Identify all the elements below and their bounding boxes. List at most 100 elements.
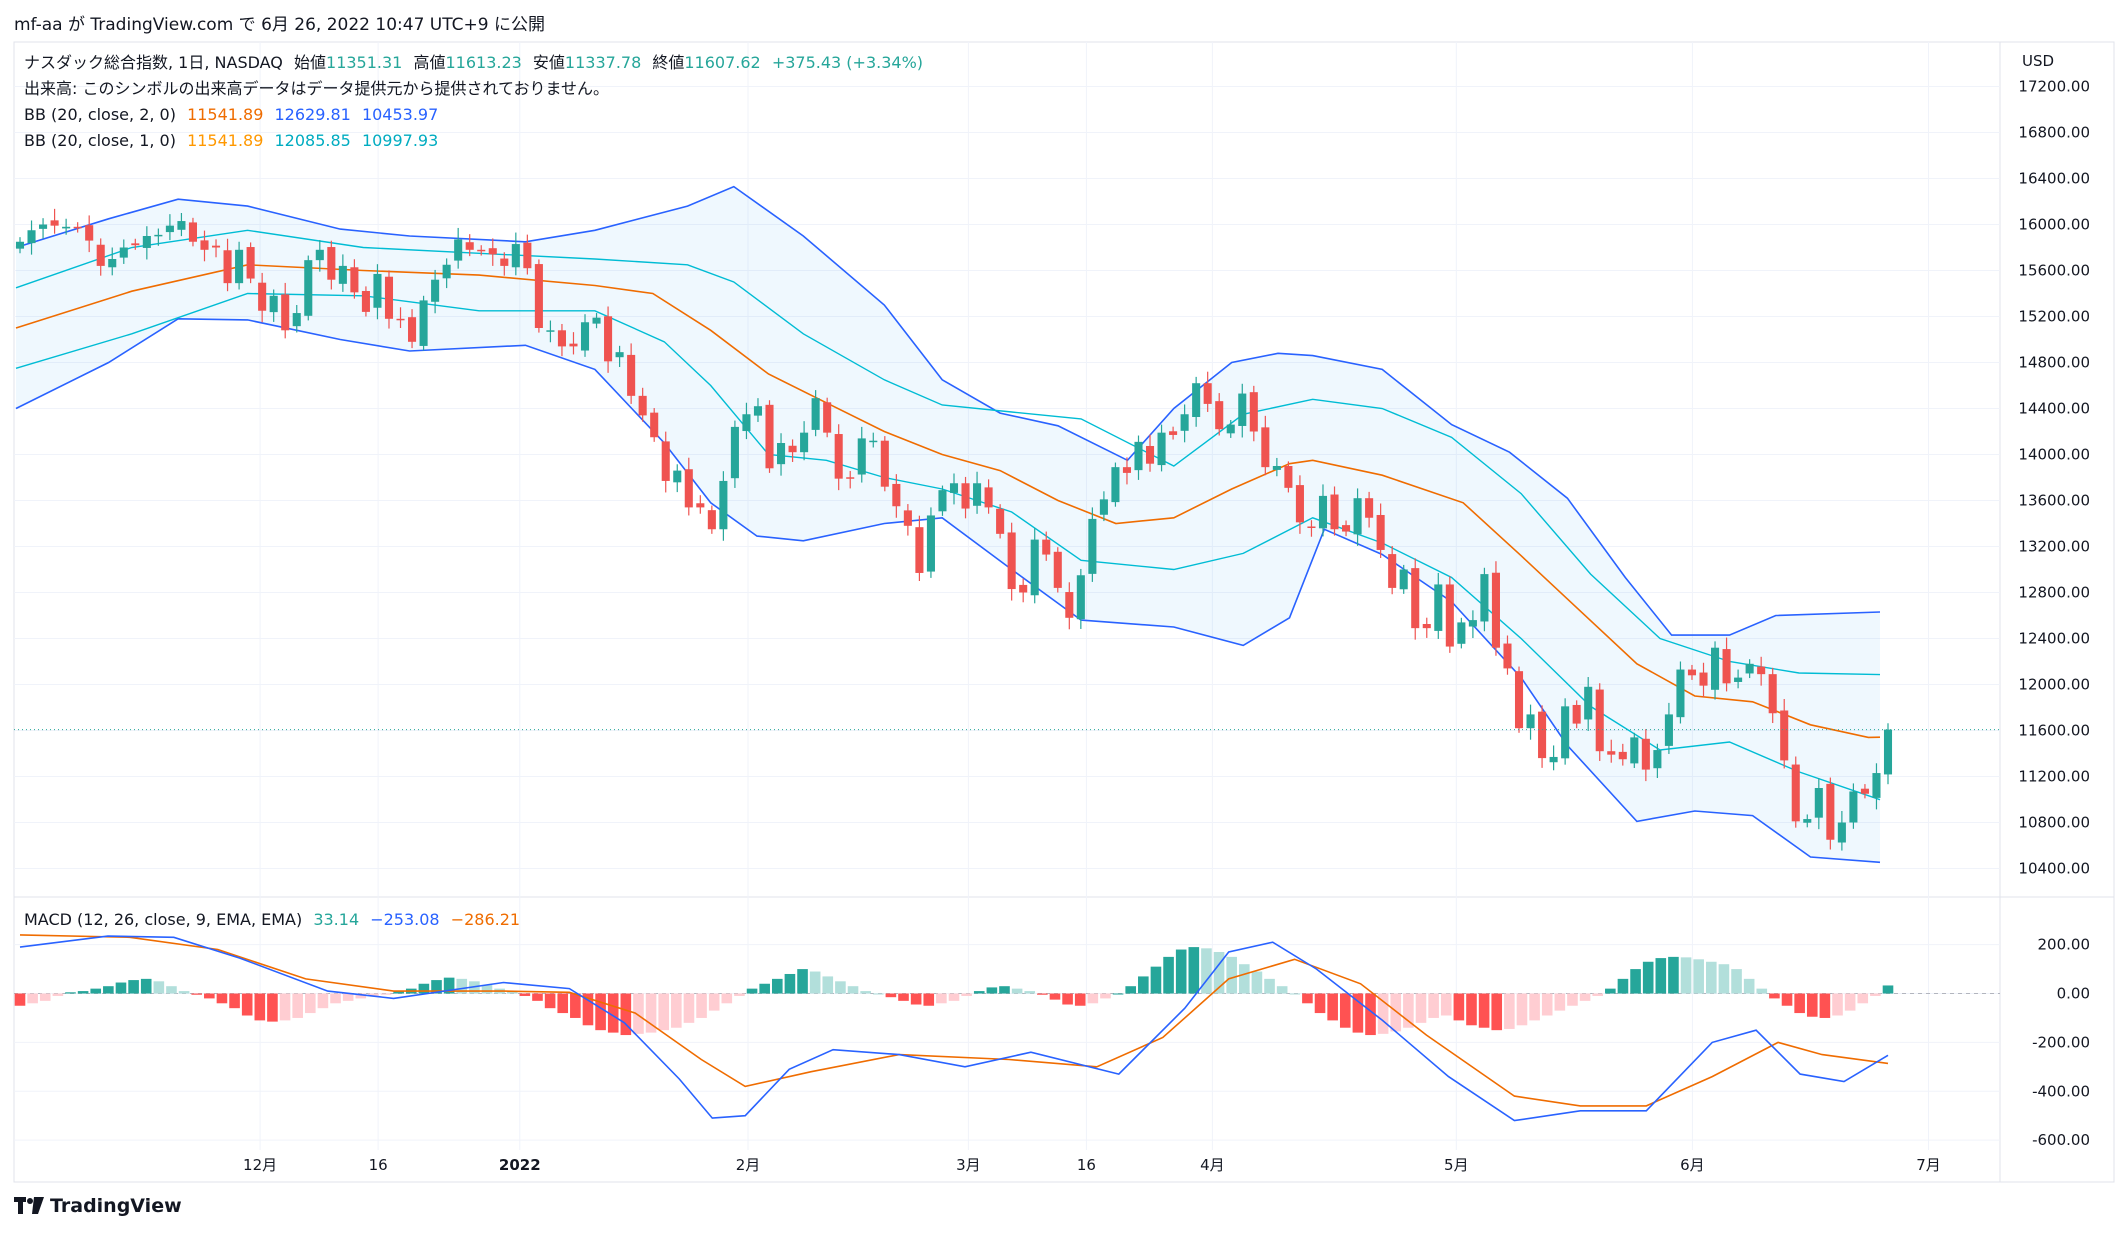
macd-histogram-bar: [1592, 993, 1604, 996]
macd-histogram-bar: [835, 981, 846, 994]
candle-body: [454, 239, 463, 261]
legend-bb2-row: BB (20, close, 1, 0) 11541.89 12085.85 1…: [24, 128, 929, 154]
candle-body: [742, 414, 751, 432]
macd-histogram-bar: [1440, 993, 1452, 1016]
macd-histogram-bar: [721, 993, 733, 1004]
macd-histogram-bar: [254, 993, 266, 1021]
candle-body: [1134, 441, 1143, 471]
macd-histogram-bar: [1276, 986, 1288, 994]
candle-body: [1687, 669, 1697, 676]
macd-signal-line: [19, 934, 1889, 1107]
candle-body: [1814, 788, 1823, 818]
candle-body: [615, 352, 624, 358]
candle-body: [1468, 620, 1477, 627]
macd-histogram-bar: [304, 993, 316, 1014]
candle-body: [281, 294, 290, 331]
candle-body: [1434, 584, 1443, 631]
macd-histogram-bar: [708, 993, 720, 1011]
candle-body: [1111, 467, 1120, 503]
candle-body: [638, 395, 647, 416]
candle-body: [1076, 575, 1085, 620]
macd-histogram-bar: [1251, 971, 1263, 994]
macd-histogram-bar: [1844, 993, 1856, 1011]
macd-legend-hist: 33.14: [313, 910, 360, 929]
macd-histogram-bar: [1415, 993, 1427, 1023]
macd-legend-label[interactable]: MACD (12, 26, close, 9, EMA, EMA): [24, 910, 303, 929]
candle-body: [1860, 788, 1869, 794]
candle-body: [1318, 495, 1328, 529]
macd-histogram-bar: [1693, 959, 1704, 994]
candle-body: [500, 258, 509, 266]
candle-body: [304, 260, 313, 316]
candle-body: [1514, 671, 1524, 729]
price-tick-label: 17200.00: [2018, 78, 2090, 96]
macd-histogram-bar: [342, 993, 354, 1001]
macd-tick-label: 200.00: [2038, 936, 2091, 954]
candle-body: [1226, 424, 1235, 434]
candle-body: [1561, 706, 1570, 759]
candle-body: [546, 330, 555, 332]
candle-body: [592, 317, 601, 324]
candle-body: [811, 398, 820, 430]
candle-body: [1653, 750, 1662, 769]
candle-body: [50, 220, 59, 226]
macd-histogram-bar: [532, 993, 543, 1001]
macd-histogram-bar: [1201, 948, 1212, 994]
macd-histogram-bar: [52, 993, 64, 996]
legend-symbol[interactable]: ナスダック総合指数, 1日, NASDAQ: [24, 53, 283, 72]
macd-histogram-bar: [1806, 993, 1818, 1017]
macd-histogram-bar: [784, 973, 796, 994]
macd-histogram-bar: [544, 993, 556, 1009]
macd-histogram-bar: [1314, 993, 1326, 1014]
macd-histogram-bar: [986, 987, 998, 994]
candle-body: [85, 225, 94, 241]
macd-histogram-bar: [1100, 993, 1111, 999]
candle-body: [846, 477, 855, 479]
candle-body: [62, 226, 71, 229]
macd-tick-label: 0.00: [2057, 985, 2090, 1003]
macd-histogram-bar: [1125, 986, 1137, 994]
price-tick-label: 15600.00: [2018, 262, 2090, 280]
candle-body: [315, 249, 324, 261]
macd-histogram-bar: [1491, 993, 1503, 1031]
legend-bb2-label[interactable]: BB (20, close, 1, 0): [24, 131, 176, 150]
macd-histogram-bar: [1289, 993, 1301, 995]
legend-bb1-row: BB (20, close, 2, 0) 11541.89 12629.81 1…: [24, 102, 929, 128]
candle-body: [1445, 584, 1454, 647]
candle-body: [1330, 494, 1339, 530]
candle-body: [235, 249, 244, 284]
macd-histogram-bar: [519, 993, 531, 996]
macd-histogram-bar: [1377, 993, 1389, 1034]
candle-body: [108, 259, 117, 268]
candle-body: [580, 322, 590, 351]
macd-histogram-bar: [1024, 991, 1036, 994]
candle-body: [1088, 518, 1097, 574]
candle-body: [903, 510, 912, 526]
candle-body: [96, 244, 105, 266]
candle-body: [684, 469, 693, 508]
tradingview-logo[interactable]: TradingView: [14, 1195, 182, 1217]
macd-histogram-bar: [1769, 993, 1780, 999]
legend-ohlc-row: ナスダック総合指数, 1日, NASDAQ 始値11351.31 高値11613…: [24, 50, 929, 76]
macd-histogram-bar: [1453, 993, 1465, 1021]
candle-body: [1722, 649, 1731, 684]
macd-histogram-bar: [898, 993, 909, 1001]
macd-histogram-bar: [1339, 993, 1351, 1028]
candle-body: [1607, 751, 1616, 755]
macd-histogram-bar: [1655, 958, 1667, 994]
candle-body: [673, 470, 682, 483]
candle-body: [177, 221, 186, 230]
bb-upper-2sd: [15, 185, 1881, 636]
time-tick-label: 16: [1077, 1156, 1096, 1174]
candle-body: [604, 316, 613, 362]
candle-body: [1664, 714, 1673, 746]
macd-histogram-bar: [1630, 969, 1641, 994]
macd-histogram-bar: [771, 978, 783, 994]
macd-histogram-bar: [557, 993, 569, 1014]
macd-histogram-bar: [1037, 993, 1048, 995]
legend-bb1-label[interactable]: BB (20, close, 2, 0): [24, 105, 176, 124]
macd-histogram-bar: [645, 993, 657, 1033]
macd-histogram-bar: [140, 978, 152, 994]
candle-body: [350, 267, 359, 293]
